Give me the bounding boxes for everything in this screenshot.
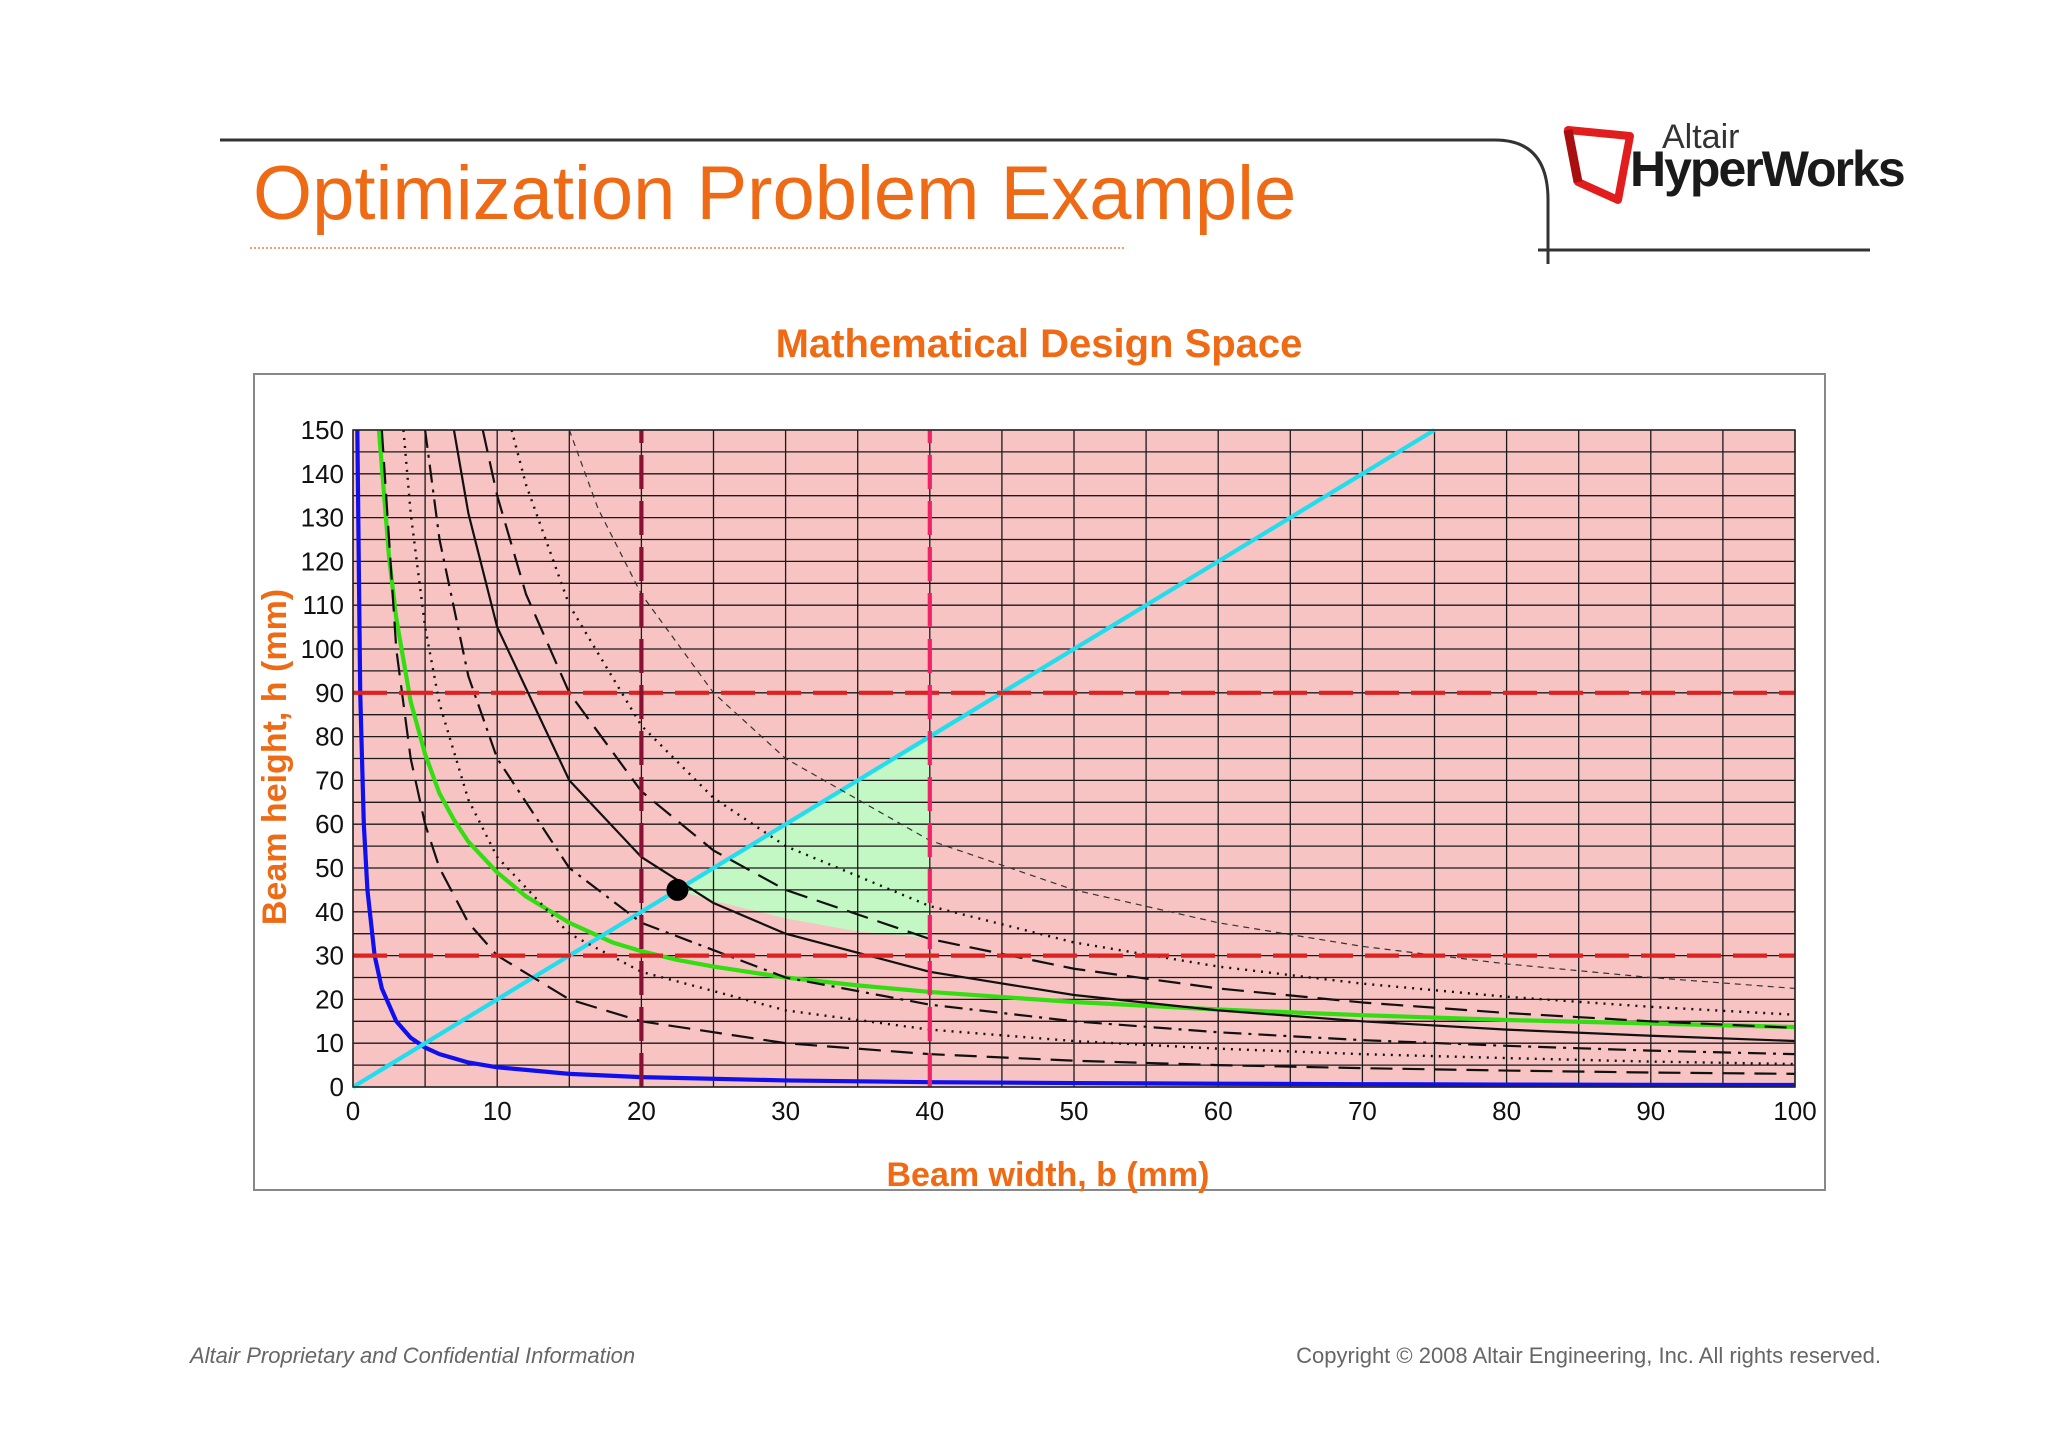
y-tick-label: 110 (303, 590, 344, 620)
series-line-1 (376, 429, 1796, 1030)
y-tick-label: 10 (315, 1028, 344, 1058)
x-tick-label: 60 (1204, 1096, 1233, 1126)
series-line-7 (481, 429, 1796, 1029)
x-tick-label: 100 (1773, 1096, 1816, 1126)
y-tick-label: 20 (315, 984, 344, 1014)
logo-product: HyperWorks (1630, 141, 1906, 197)
series-line-9 (568, 429, 1796, 990)
y-tick-label: 0 (330, 1072, 344, 1102)
y-tick-label: 90 (315, 678, 344, 708)
logo-company: Altair (1662, 118, 1740, 156)
plot-border (352, 429, 1796, 1088)
y-tick-label: 30 (315, 941, 344, 971)
x-tick-label: 40 (915, 1096, 944, 1126)
series-line-0 (355, 429, 1796, 1088)
footer-confidential: Altair Proprietary and Confidential Info… (190, 1343, 636, 1368)
chart-title: Mathematical Design Space (775, 322, 1303, 366)
x-tick-label: 10 (483, 1096, 512, 1126)
optimum-point (666, 878, 689, 901)
y-tick-label: 80 (315, 722, 344, 752)
x-tick-label: 70 (1348, 1096, 1377, 1126)
series-line-5 (424, 429, 1796, 1056)
x-axis-label: Beam width, b (mm) (886, 1156, 1209, 1194)
hyperworks-logo: Altair HyperWorks (1560, 118, 1906, 208)
y-tick-label: 70 (315, 765, 344, 795)
y-tick-label: 140 (301, 459, 344, 489)
title-underline (250, 247, 1124, 249)
x-tick-label: 50 (1060, 1096, 1089, 1126)
footer-copyright: Copyright © 2008 Altair Engineering, Inc… (1296, 1343, 1881, 1368)
y-tick-label: 130 (301, 503, 344, 533)
y-tick-label: 100 (301, 634, 344, 664)
series-line-8 (510, 429, 1796, 1016)
logo-mark-icon (1563, 126, 1634, 204)
x-tick-label: 90 (1636, 1096, 1665, 1126)
x-tick-label: 0 (346, 1096, 360, 1126)
series-line-6 (452, 429, 1796, 1043)
x-tick-label: 30 (771, 1096, 800, 1126)
y-tick-label: 120 (301, 546, 344, 576)
header-rule (220, 138, 1870, 264)
y-tick-label: 150 (301, 415, 344, 445)
x-tick-label: 80 (1492, 1096, 1521, 1126)
feasible-region (677, 736, 930, 939)
x-tick-label: 20 (627, 1096, 656, 1126)
y-axis-label: Beam height, h (mm) (256, 589, 294, 925)
y-tick-label: 50 (315, 853, 344, 883)
slide-title: Optimization Problem Example (253, 151, 1297, 236)
y-tick-label: 40 (315, 897, 344, 927)
y-tick-label: 60 (315, 809, 344, 839)
